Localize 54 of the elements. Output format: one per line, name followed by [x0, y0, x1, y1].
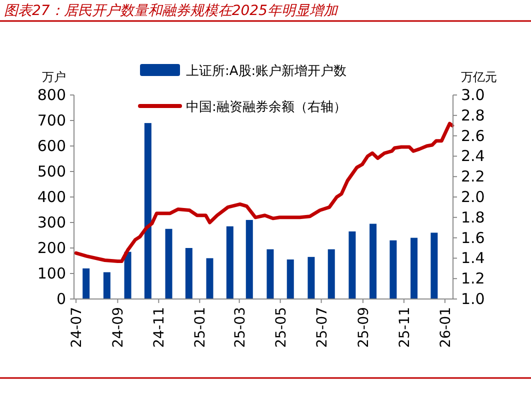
bar	[266, 249, 274, 299]
x-tick-label: 24-09	[110, 307, 127, 348]
x-tick-label: 25-11	[396, 307, 413, 348]
y2-tick-label: 1.2	[461, 270, 485, 288]
y-tick-label: 500	[37, 162, 66, 180]
bar	[286, 259, 294, 299]
x-tick-label: 25-07	[314, 307, 330, 348]
y2-tick-label: 2.6	[461, 126, 485, 145]
bar	[308, 256, 315, 299]
x-tick-label: 24-11	[152, 307, 168, 348]
x-tick-label: 26-01	[438, 307, 454, 348]
chart-title: 图表27：居民开户数量和融券规模在2025年明显增加	[4, 3, 338, 19]
y2-tick-label: 2.0	[461, 188, 485, 206]
y2-axis-title: 万亿元	[461, 70, 497, 84]
x-tick-label: 25-03	[232, 307, 248, 348]
y2-tick-label: 1.6	[461, 228, 485, 247]
bar	[246, 220, 253, 299]
bar	[185, 248, 192, 299]
y-tick-label: 100	[37, 264, 66, 282]
y-tick-label: 0	[56, 290, 66, 308]
bar	[124, 252, 132, 299]
bar	[410, 238, 418, 299]
y-tick-label: 700	[37, 112, 66, 130]
y-tick-label: 300	[37, 214, 66, 232]
y2-tick-label: 1.4	[461, 249, 485, 268]
x-tick-label: 25-09	[356, 307, 372, 348]
bar	[144, 123, 152, 299]
bar	[348, 231, 356, 299]
y2-tick-label: 2.8	[461, 106, 485, 124]
bar	[82, 268, 90, 299]
y-tick-label: 400	[37, 188, 66, 206]
bar	[206, 258, 214, 299]
bar	[226, 226, 234, 299]
y2-tick-label: 3.0	[461, 86, 485, 104]
x-tick-label: 24-07	[69, 307, 86, 348]
bar	[165, 228, 172, 299]
y-tick-label: 200	[37, 239, 66, 257]
bar	[103, 272, 110, 299]
x-tick-label: 25-05	[273, 307, 290, 348]
y-tick-label: 600	[37, 137, 66, 155]
legend-label: 中国:融资融券余额（右轴）	[186, 100, 346, 115]
y2-tick-label: 1.0	[461, 290, 485, 308]
y2-tick-label: 2.4	[461, 147, 485, 166]
y2-tick-label: 1.8	[461, 208, 485, 226]
line-series	[74, 122, 454, 264]
y-axis-title: 万户	[42, 70, 66, 84]
x-tick-label: 25-01	[192, 307, 209, 348]
y2-tick-label: 2.2	[461, 168, 485, 186]
bar	[370, 224, 377, 299]
bar	[390, 240, 397, 299]
legend-label: 上证所:A股:账户新增开户数	[186, 64, 347, 79]
bar	[430, 232, 438, 299]
bar	[328, 249, 335, 299]
y-tick-label: 800	[37, 86, 66, 104]
